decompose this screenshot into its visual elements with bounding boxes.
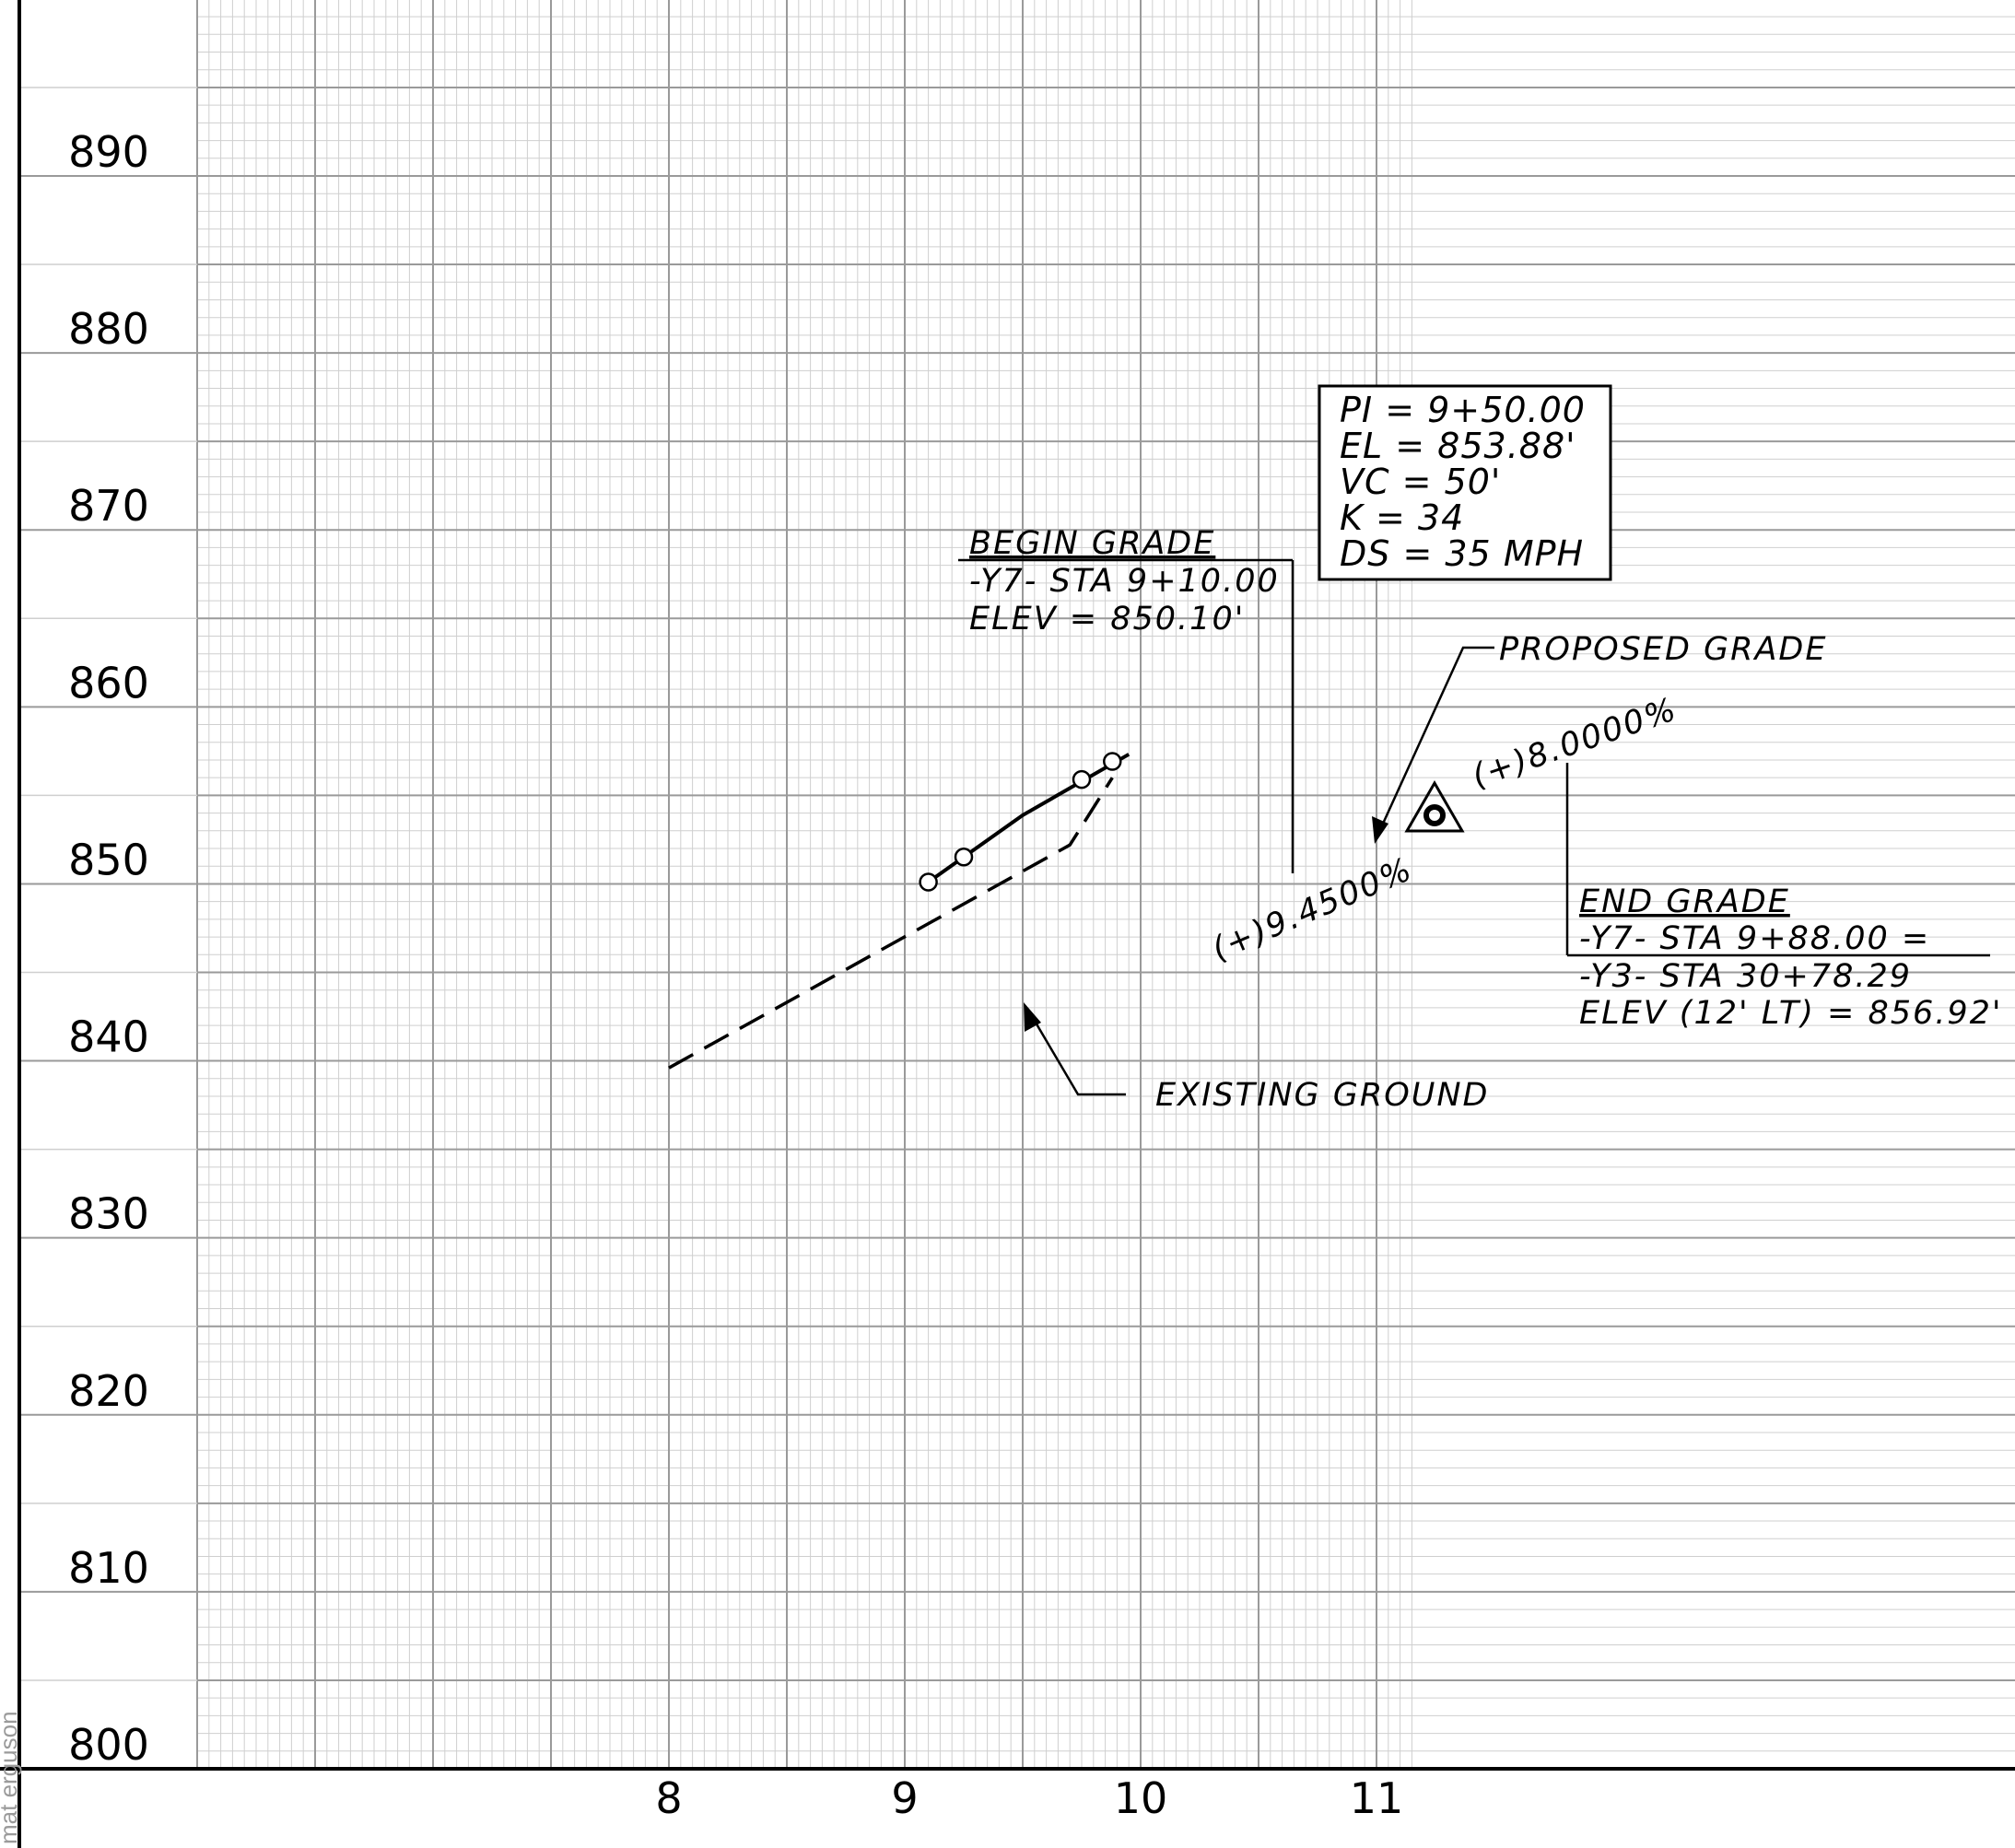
pvi-symbol <box>1404 779 1465 833</box>
grade-marker-1 <box>954 847 974 867</box>
pi-design-speed: DS = 35 MPH <box>1340 533 1584 574</box>
grade-marker-2 <box>1072 769 1092 789</box>
watermark-text: mat erguson <box>0 1711 22 1844</box>
existing-ground-arrowhead <box>1024 1002 1041 1032</box>
grid-major-lines <box>19 0 2015 1770</box>
grade-in-label: (+)9.4500% <box>1207 851 1419 969</box>
station-tick-labels: 8 9 10 11 <box>655 1773 1403 1823</box>
begin-grade-callout: BEGIN GRADE -Y7- STA 9+10.00 ELEV = 850.… <box>958 525 1295 873</box>
proposed-grade-label: PROPOSED GRADE <box>1499 631 1827 668</box>
existing-ground-leader <box>1027 1011 1126 1096</box>
proposed-grade-arrowhead <box>1372 816 1388 844</box>
existing-ground-label: EXISTING GROUND <box>1155 1077 1490 1114</box>
end-grade-y3-station: -Y3- STA 30+78.29 <box>1579 958 1912 995</box>
end-grade-y7-station: -Y7- STA 9+88.00 = <box>1579 920 1930 957</box>
pi-elevation: EL = 853.88' <box>1340 426 1576 466</box>
existing-ground-line <box>668 777 1114 1070</box>
existing-ground-callout: EXISTING GROUND <box>1024 1002 1490 1114</box>
proposed-grade-leader <box>1377 646 1494 835</box>
pvi-triangle <box>1404 779 1465 833</box>
pi-data-box: PI = 9+50.00 EL = 853.88' VC = 50' K = 3… <box>1318 384 1612 581</box>
proposed-grade-callout: PROPOSED GRADE <box>1372 631 1827 844</box>
end-grade-elevation: ELEV (12' LT) = 856.92' <box>1579 995 2003 1032</box>
begin-grade-title: BEGIN GRADE <box>969 525 1215 562</box>
begin-grade-elevation: ELEV = 850.10' <box>969 601 1245 637</box>
station-label-8: 8 <box>655 1773 682 1823</box>
elevation-tick-labels: 890 880 870 860 850 840 830 820 810 800 <box>68 127 149 1770</box>
begin-grade-station: -Y7- STA 9+10.00 <box>969 563 1280 600</box>
elevation-label-840: 840 <box>68 1012 149 1062</box>
elevation-label-860: 860 <box>68 658 149 708</box>
station-label-9: 9 <box>891 1773 918 1823</box>
elevation-label-880: 880 <box>68 304 149 354</box>
pi-station: PI = 9+50.00 <box>1340 390 1586 430</box>
pvi-point <box>1423 804 1446 826</box>
grade-point-markers <box>919 752 1122 892</box>
elevation-label-870: 870 <box>68 481 149 531</box>
elevation-label-820: 820 <box>68 1366 149 1416</box>
station-label-10: 10 <box>1114 1773 1168 1823</box>
grade-marker-3 <box>1103 752 1122 771</box>
end-grade-callout: END GRADE -Y7- STA 9+88.00 = -Y3- STA 30… <box>1565 763 2003 1032</box>
elevation-label-890: 890 <box>68 127 149 177</box>
pi-vertical-curve: VC = 50' <box>1340 462 1501 502</box>
pi-k-value: K = 34 <box>1340 497 1464 538</box>
pi-box-frame <box>1318 384 1612 581</box>
elevation-label-810: 810 <box>68 1543 149 1593</box>
elevation-label-850: 850 <box>68 835 149 884</box>
elevation-label-800: 800 <box>68 1720 149 1770</box>
grade-marker-0 <box>919 872 938 892</box>
station-label-11: 11 <box>1350 1773 1404 1823</box>
end-grade-title: END GRADE <box>1579 883 1790 920</box>
elevation-label-830: 830 <box>68 1189 149 1239</box>
